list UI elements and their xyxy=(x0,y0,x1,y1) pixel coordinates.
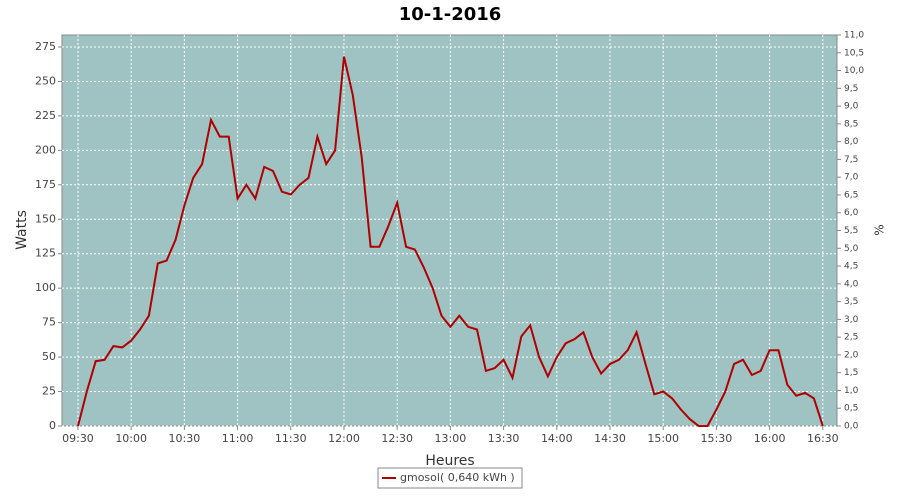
y2-tick-label: 5,5 xyxy=(844,226,858,236)
y-tick-label: 275 xyxy=(35,40,56,53)
y2-tick-label: 2,0 xyxy=(844,350,859,360)
data-line xyxy=(77,56,824,427)
y-tick-label: 250 xyxy=(35,74,56,87)
y2-tick-label: 3,0 xyxy=(844,315,859,325)
legend-label: gmosol( 0,640 kWh ) xyxy=(400,471,515,484)
x-tick-label: 11:00 xyxy=(222,432,254,445)
y2-tick-label: 8,0 xyxy=(844,137,859,147)
x-tick-label: 11:30 xyxy=(275,432,307,445)
x-tick-label: 10:00 xyxy=(115,432,147,445)
x-tick-label: 16:30 xyxy=(807,432,839,445)
y2-tick-label: 10,0 xyxy=(844,66,864,76)
x-tick-label: 14:00 xyxy=(541,432,573,445)
y-tick-label: 125 xyxy=(35,247,56,260)
y-tick-label: 50 xyxy=(42,350,56,363)
y2-tick-label: 4,5 xyxy=(844,262,858,272)
y-axis-label: Watts xyxy=(14,210,30,250)
y2-tick-label: 1,5 xyxy=(844,368,858,378)
y2-axis-label: % xyxy=(873,224,887,235)
y2-tick-label: 11,0 xyxy=(844,31,864,41)
y-tick-label: 100 xyxy=(35,281,56,294)
legend-box xyxy=(377,467,523,489)
y2-tick-label: 0,0 xyxy=(844,422,859,432)
x-axis-label: Heures xyxy=(425,453,474,469)
y-tick-label: 200 xyxy=(35,143,56,156)
x-tick-label: 16:00 xyxy=(754,432,786,445)
y-tick-label: 175 xyxy=(35,178,56,191)
y-tick-label: 0 xyxy=(49,419,56,432)
y-tick-label: 75 xyxy=(42,316,56,329)
y2-tick-label: 6,5 xyxy=(844,190,858,200)
y2-tick-label: 6,0 xyxy=(844,208,859,218)
x-tick-label: 12:00 xyxy=(328,432,360,445)
y2-tick-label: 8,5 xyxy=(844,119,858,129)
y2-tick-label: 3,5 xyxy=(844,297,858,307)
y2-tick-label: 7,0 xyxy=(844,173,859,183)
y2-tick-label: 9,0 xyxy=(844,102,859,112)
x-tick-label: 13:00 xyxy=(435,432,467,445)
chart-title: 10-1-2016 xyxy=(399,4,502,25)
y2-tick-label: 1,0 xyxy=(844,386,859,396)
x-tick-label: 15:30 xyxy=(701,432,733,445)
x-tick-label: 12:30 xyxy=(381,432,413,445)
x-tick-label: 13:30 xyxy=(488,432,520,445)
y-tick-label: 25 xyxy=(42,385,56,398)
y2-tick-label: 10,5 xyxy=(844,48,864,58)
plot-area xyxy=(61,34,838,427)
y2-tick-label: 4,0 xyxy=(844,279,859,289)
y2-tick-label: 0,5 xyxy=(844,404,858,414)
x-tick-label: 15:00 xyxy=(647,432,679,445)
x-tick-label: 14:30 xyxy=(594,432,626,445)
x-tick-label: 09:30 xyxy=(62,432,94,445)
y2-tick-label: 7,5 xyxy=(844,155,858,165)
y2-tick-label: 5,0 xyxy=(844,244,859,254)
y-tick-label: 150 xyxy=(35,212,56,225)
y2-tick-label: 9,5 xyxy=(844,84,858,94)
y-tick-label: 225 xyxy=(35,109,56,122)
x-tick-label: 10:30 xyxy=(169,432,201,445)
y2-tick-label: 2,5 xyxy=(844,333,858,343)
